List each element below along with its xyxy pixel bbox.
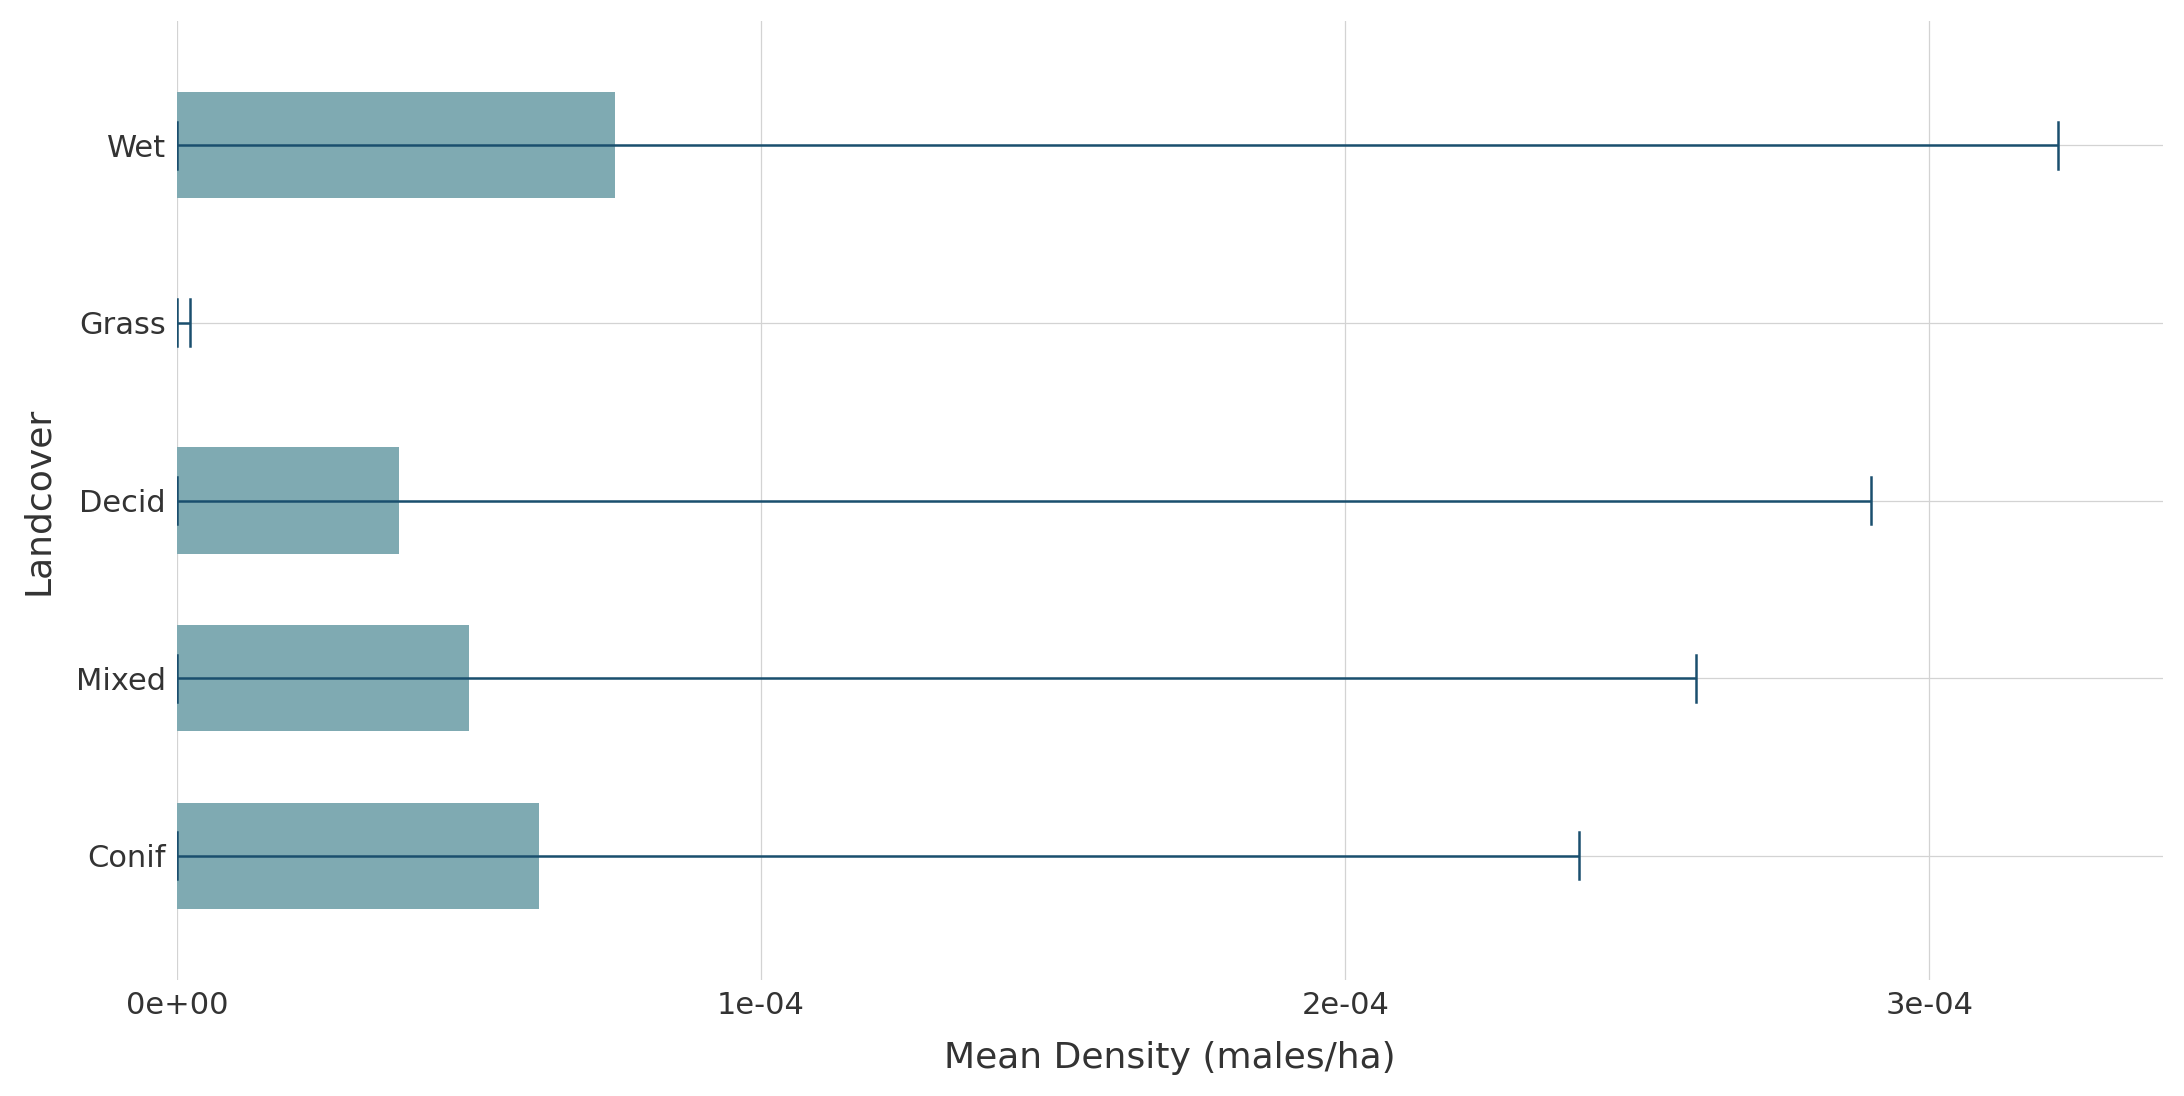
Y-axis label: Landcover: Landcover — [22, 407, 55, 595]
X-axis label: Mean Density (males/ha): Mean Density (males/ha) — [943, 1041, 1396, 1075]
Bar — [177, 625, 470, 731]
Bar — [177, 92, 616, 198]
Bar — [177, 802, 539, 910]
Bar — [177, 447, 400, 553]
